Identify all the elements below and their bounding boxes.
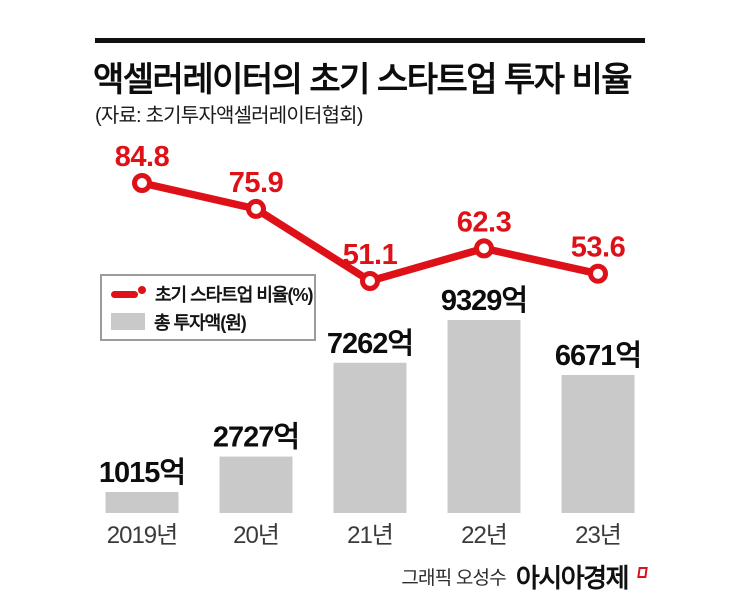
- line-point-marker: [474, 238, 494, 259]
- line-value-label: 53.6: [571, 232, 626, 264]
- bar: [105, 492, 179, 513]
- bar-value-label: 6671억: [555, 339, 641, 372]
- line-point-marker: [360, 271, 380, 291]
- legend-line-label: 초기 스타트업 비율(%): [155, 284, 313, 305]
- bar-value-label: 9329억: [441, 284, 527, 317]
- credit-line: 그래픽 오성수 아시아경제: [401, 563, 648, 593]
- bar-value-label: 7262억: [327, 327, 413, 360]
- chart-legend: 초기 스타트업 비율(%) 총 투자액(원): [100, 274, 316, 341]
- chart-title: 액셀러레이터의 초기 스타트업 투자 비율: [93, 61, 633, 99]
- line-point-marker: [246, 198, 266, 219]
- line-point-marker: [588, 263, 608, 284]
- legend-bar-label: 총 투자액(원): [154, 312, 247, 333]
- line-marker-point: [138, 285, 146, 294]
- title-rule: [95, 38, 645, 43]
- bar: [561, 374, 635, 513]
- line-value-label: 84.8: [115, 141, 170, 173]
- x-axis-label: 2019년: [107, 522, 177, 549]
- publisher-logo-mark-icon: [637, 567, 648, 578]
- line-point-marker: [132, 173, 152, 193]
- graphic-byline: 그래픽 오성수: [401, 568, 506, 590]
- line-value-label: 51.1: [343, 239, 398, 271]
- bar-series-swatch-icon: [111, 313, 145, 330]
- line-marker-stroke: [111, 290, 138, 298]
- line-series-marker-icon: [111, 285, 146, 303]
- legend-item-line: 초기 스타트업 비율(%): [111, 282, 314, 305]
- bar-value-label: 1015억: [99, 456, 185, 489]
- x-axis-label: 21년: [347, 522, 393, 549]
- x-axis-label: 20년: [233, 522, 279, 549]
- bar: [447, 320, 521, 513]
- bar: [333, 362, 407, 513]
- bar: [219, 456, 293, 513]
- line-value-label: 62.3: [457, 206, 512, 238]
- line-value-label: 75.9: [229, 167, 284, 199]
- x-axis-label: 22년: [461, 522, 507, 549]
- source-note: (자료: 초기투자액셀러레이터협회): [95, 105, 363, 127]
- x-axis-label: 23년: [575, 522, 621, 549]
- publisher-logo: 아시아경제: [515, 563, 630, 593]
- bar-value-label: 2727억: [213, 421, 299, 454]
- legend-item-bar: 총 투자액(원): [111, 310, 314, 333]
